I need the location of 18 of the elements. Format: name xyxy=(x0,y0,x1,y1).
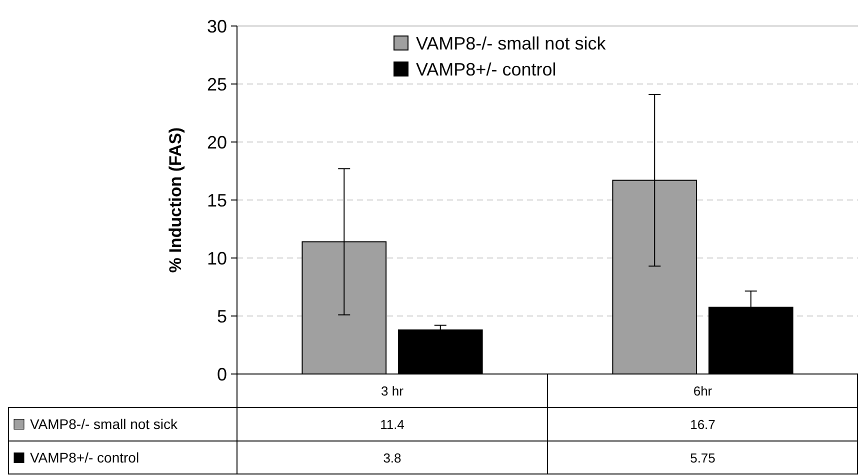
text: VAMP8-/- small not sick xyxy=(30,416,178,432)
y-tick-label: 10 xyxy=(206,248,227,268)
y-tick-label: 15 xyxy=(206,190,227,210)
x-tick-label: 6hr xyxy=(693,383,713,398)
y-tick-label: 5 xyxy=(216,306,227,326)
y-axis-title: % Induction (FAS) xyxy=(166,127,185,273)
legend-label: VAMP8-/- small not sick xyxy=(416,33,607,54)
y-tick-label: 20 xyxy=(206,132,227,152)
data-label: 16.7 xyxy=(690,416,716,432)
y-tick-label: 0 xyxy=(216,364,227,384)
text: VAMP8+/- control xyxy=(30,450,140,466)
data-label: 11.4 xyxy=(380,416,404,432)
y-tick-label: 25 xyxy=(206,74,227,94)
y-tick-label: 30 xyxy=(206,16,227,36)
data-label: 5.75 xyxy=(690,450,716,466)
data-label: 3.8 xyxy=(383,450,402,466)
x-tick-label: 3 hr xyxy=(381,383,404,398)
legend-label: VAMP8+/- control xyxy=(416,59,556,80)
